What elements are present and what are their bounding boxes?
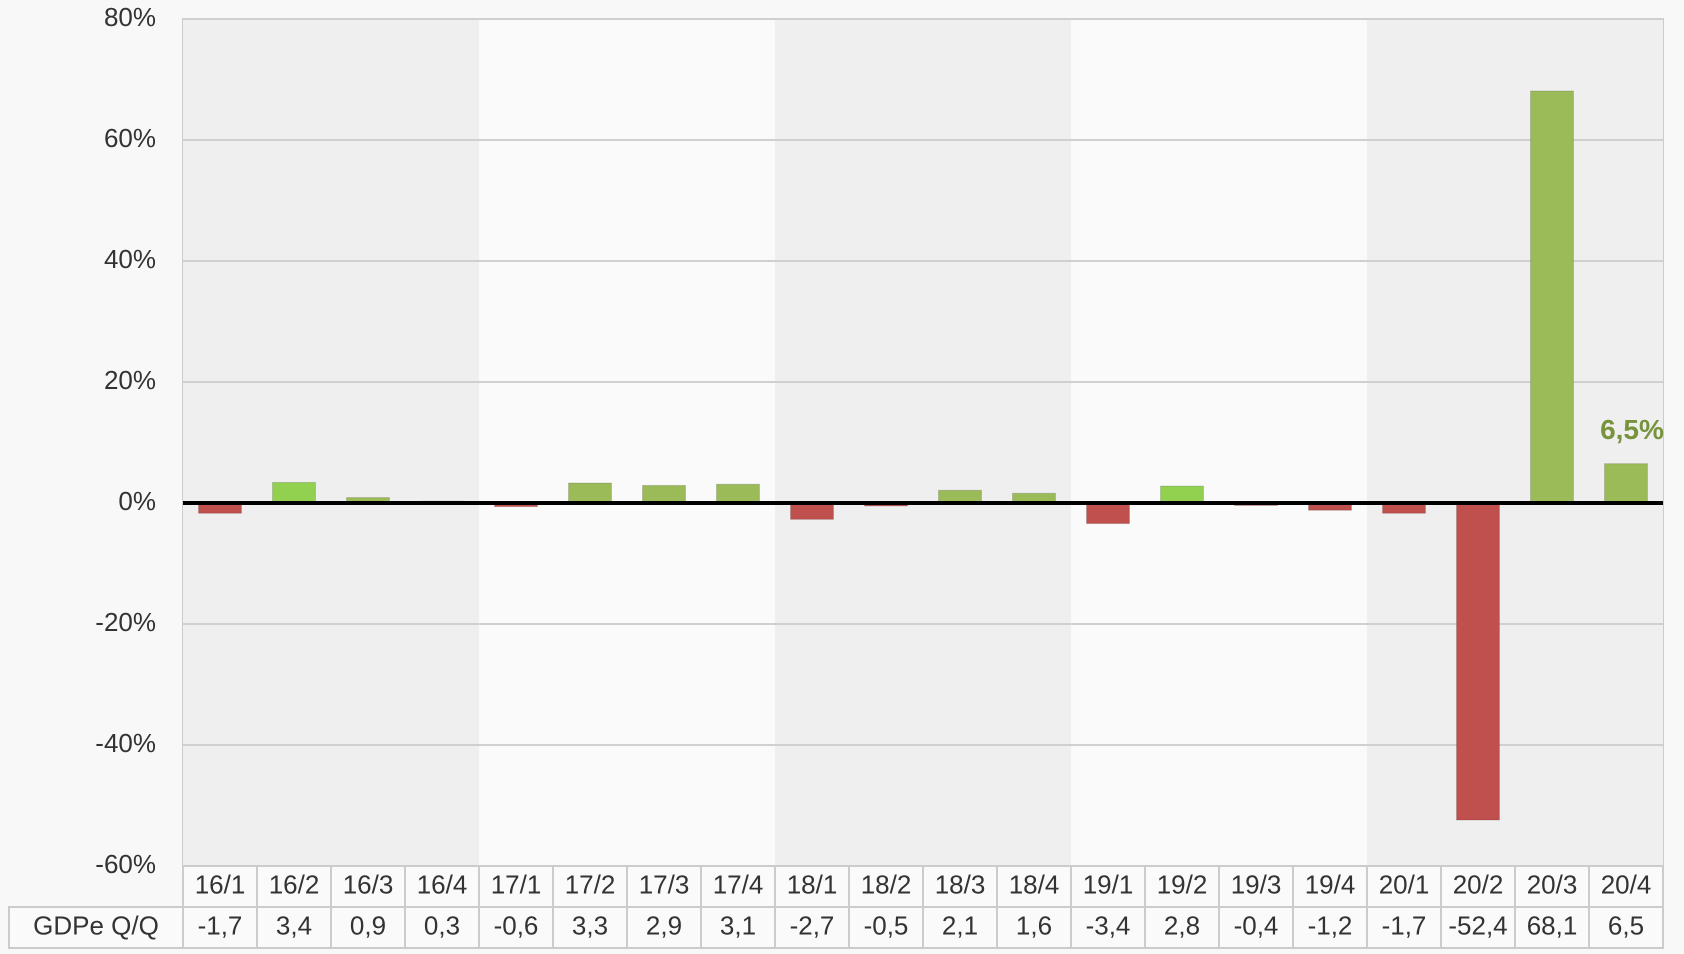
value-label: -1,7 bbox=[1382, 910, 1427, 940]
bar bbox=[790, 502, 834, 520]
table-cell bbox=[996, 865, 1072, 908]
table-cell bbox=[1366, 865, 1442, 908]
table-cell bbox=[626, 906, 702, 949]
x-tick-label: 20/3 bbox=[1527, 869, 1578, 899]
table-cell bbox=[626, 865, 702, 908]
year-band bbox=[1367, 19, 1663, 866]
x-tick-label: 18/3 bbox=[935, 869, 986, 899]
x-tick-label: 20/1 bbox=[1379, 869, 1430, 899]
year-band bbox=[775, 19, 1071, 866]
x-tick-label: 18/1 bbox=[787, 869, 838, 899]
year-band bbox=[183, 19, 479, 866]
x-tick-label: 16/1 bbox=[195, 869, 246, 899]
x-tick-label: 19/4 bbox=[1305, 869, 1356, 899]
table-cell bbox=[1292, 906, 1368, 949]
bar bbox=[1456, 502, 1500, 821]
value-label: 6,5 bbox=[1608, 910, 1644, 940]
table-cell bbox=[1514, 906, 1590, 949]
x-tick-label: 17/3 bbox=[639, 869, 690, 899]
value-label: 68,1 bbox=[1527, 910, 1578, 940]
value-label: -0,4 bbox=[1234, 910, 1279, 940]
x-tick-label: 17/1 bbox=[491, 869, 542, 899]
table-cell bbox=[996, 906, 1072, 949]
table-cell bbox=[330, 906, 406, 949]
table-cell bbox=[404, 865, 480, 908]
y-tick-label: -60% bbox=[95, 849, 156, 879]
bar bbox=[1604, 463, 1648, 504]
x-tick-label: 19/2 bbox=[1157, 869, 1208, 899]
table-cell bbox=[478, 906, 554, 949]
x-tick-label: 16/2 bbox=[269, 869, 320, 899]
y-tick-label: 60% bbox=[104, 123, 156, 153]
table-cell bbox=[774, 906, 850, 949]
bar bbox=[272, 481, 316, 504]
table-cell bbox=[922, 865, 998, 908]
bar bbox=[716, 483, 760, 504]
y-tick-label: -20% bbox=[95, 607, 156, 637]
y-tick-label: 80% bbox=[104, 2, 156, 32]
value-label: 2,8 bbox=[1164, 910, 1200, 940]
value-label: 3,1 bbox=[720, 910, 756, 940]
table-cell bbox=[552, 906, 628, 949]
value-label: -0,6 bbox=[494, 910, 539, 940]
x-tick-label: 17/4 bbox=[713, 869, 764, 899]
table-cell bbox=[1588, 865, 1664, 908]
x-tick-label: 16/4 bbox=[417, 869, 468, 899]
annotation: 6,5% bbox=[1600, 414, 1664, 445]
bar bbox=[642, 484, 686, 504]
y-tick-label: -40% bbox=[95, 728, 156, 758]
x-tick-label: 19/1 bbox=[1083, 869, 1134, 899]
x-tick-label: 18/2 bbox=[861, 869, 912, 899]
value-label: -2,7 bbox=[790, 910, 835, 940]
x-tick-label: 20/2 bbox=[1453, 869, 1504, 899]
y-tick-label: 40% bbox=[104, 244, 156, 274]
value-label: 0,9 bbox=[350, 910, 386, 940]
value-label: -52,4 bbox=[1448, 910, 1507, 940]
value-label: 3,3 bbox=[572, 910, 608, 940]
x-tick-label: 19/3 bbox=[1231, 869, 1282, 899]
value-label: -1,7 bbox=[198, 910, 243, 940]
bar bbox=[1160, 485, 1204, 504]
value-label: 0,3 bbox=[424, 910, 460, 940]
bar bbox=[1530, 90, 1574, 504]
table-cell bbox=[1514, 865, 1590, 908]
table-cell bbox=[1588, 906, 1664, 949]
value-label: 3,4 bbox=[276, 910, 312, 940]
value-label: 2,1 bbox=[942, 910, 978, 940]
table-cell bbox=[8, 906, 184, 949]
y-tick-label: 0% bbox=[118, 486, 156, 516]
value-label: -1,2 bbox=[1308, 910, 1353, 940]
value-label: 2,9 bbox=[646, 910, 682, 940]
y-tick-label: 20% bbox=[104, 365, 156, 395]
value-label: 1,6 bbox=[1016, 910, 1052, 940]
table-cell bbox=[1366, 906, 1442, 949]
table-cell bbox=[1218, 906, 1294, 949]
x-tick-label: 20/4 bbox=[1601, 869, 1652, 899]
bar bbox=[568, 482, 612, 504]
x-tick-label: 17/2 bbox=[565, 869, 616, 899]
value-label: -3,4 bbox=[1086, 910, 1131, 940]
table-cell bbox=[1070, 906, 1146, 949]
table-cell bbox=[1440, 906, 1516, 949]
value-label: -0,5 bbox=[864, 910, 909, 940]
table-cell bbox=[404, 906, 480, 949]
bar bbox=[1086, 502, 1130, 525]
table-cell bbox=[478, 865, 554, 908]
row-label: GDPe Q/Q bbox=[33, 910, 159, 940]
x-tick-label: 16/3 bbox=[343, 869, 394, 899]
x-tick-label: 18/4 bbox=[1009, 869, 1060, 899]
table-cell bbox=[182, 906, 258, 949]
table-cell bbox=[1440, 865, 1516, 908]
